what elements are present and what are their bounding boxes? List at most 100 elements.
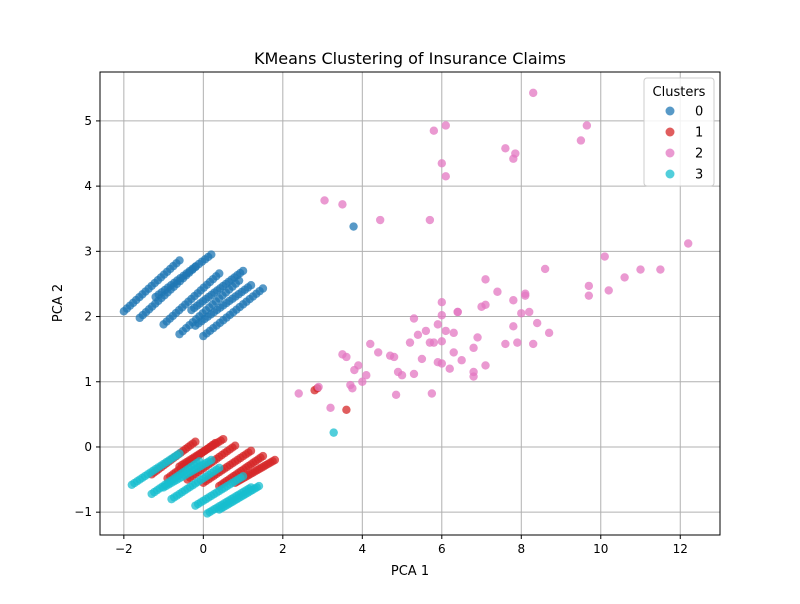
legend-marker-2 (665, 148, 675, 158)
cluster-2-point (320, 196, 329, 205)
cluster-2-point (517, 309, 526, 318)
cluster-2-point (348, 384, 357, 393)
legend: Clusters 0 1 2 3 (643, 77, 715, 187)
cluster-2-point (529, 339, 538, 349)
cluster-2-point (529, 88, 538, 98)
cluster-2-point (389, 352, 399, 362)
chart-title: KMeans Clustering of Insurance Claims (254, 49, 566, 68)
x-tick-label: 6 (438, 542, 446, 556)
legend-label-0: 0 (695, 105, 703, 120)
cluster-2-point (604, 286, 613, 295)
cluster-2-point (501, 144, 510, 153)
cluster-2-point (582, 121, 592, 130)
cluster-2-point (600, 252, 609, 261)
cluster-2-point (449, 328, 458, 338)
y-tick-label: 4 (84, 179, 92, 193)
cluster-2-point (354, 361, 363, 370)
cluster-3-point (238, 472, 248, 481)
cluster-2-point (441, 121, 450, 130)
cluster-1-point (258, 451, 268, 461)
cluster-2-point (425, 215, 435, 225)
plot-frame (99, 71, 721, 536)
cluster-0-point (238, 266, 248, 276)
legend-marker-1 (665, 127, 675, 137)
cluster-3-point (329, 428, 338, 437)
data-points (119, 88, 693, 518)
series-2 (294, 88, 693, 413)
cluster-2-point (540, 264, 550, 274)
cluster-2-point (429, 338, 439, 347)
cluster-1-point (191, 437, 200, 446)
cluster-2-point (532, 318, 542, 328)
y-tick-label: 3 (84, 244, 92, 258)
legend-label-3: 3 (695, 168, 703, 183)
cluster-2-point (429, 126, 439, 135)
cluster-2-point (375, 215, 385, 225)
cluster-2-point (684, 239, 693, 248)
y-tick-label: 1 (84, 375, 92, 389)
cluster-3-point (175, 449, 184, 458)
cluster-2-point (374, 348, 383, 357)
cluster-2-point (314, 382, 323, 392)
cluster-2-point (405, 338, 415, 347)
cluster-2-point (449, 348, 458, 357)
cluster-2-point (576, 136, 586, 145)
cluster-2-point (342, 352, 351, 362)
y-axis-label: PCA 2 (51, 284, 66, 322)
cluster-2-point (397, 371, 407, 380)
cluster-2-point (457, 356, 466, 365)
cluster-3-point (207, 455, 216, 465)
cluster-0-point (215, 269, 224, 278)
cluster-2-point (441, 326, 450, 336)
cluster-1-point (230, 441, 240, 450)
cluster-2-point (473, 333, 482, 342)
cluster-2-point (358, 377, 367, 386)
cluster-2-point (636, 265, 645, 274)
cluster-2-point (509, 296, 518, 305)
cluster-2-point (294, 389, 303, 398)
cluster-2-point (338, 200, 347, 209)
x-tick-label: 8 (517, 542, 525, 556)
legend-label-2: 2 (695, 147, 703, 162)
cluster-2-point (481, 275, 490, 284)
cluster-1-point (270, 455, 280, 465)
cluster-2-point (584, 281, 594, 291)
cluster-1-point (219, 434, 228, 444)
cluster-0-point (258, 284, 268, 293)
cluster-2-point (326, 403, 335, 413)
cluster-0-point (207, 250, 216, 259)
legend-box (643, 77, 715, 187)
cluster-0-point (246, 281, 256, 290)
cluster-0-point (349, 222, 358, 231)
cluster-2-point (413, 330, 423, 340)
x-axis-label: PCA 1 (391, 564, 429, 579)
y-tick-label: 5 (84, 114, 92, 128)
cluster-2-point (481, 300, 490, 310)
y-tick-label: −1 (74, 505, 92, 519)
y-tick-label: 0 (84, 440, 92, 454)
cluster-2-point (421, 326, 431, 336)
cluster-2-point (469, 367, 478, 377)
cluster-2-point (509, 322, 518, 331)
cluster-3-point (215, 463, 224, 473)
legend-title: Clusters (653, 85, 706, 100)
cluster-3-point (254, 481, 264, 491)
cluster-2-point (409, 369, 419, 379)
cluster-2-point (501, 339, 510, 349)
x-tick-label: 12 (673, 542, 688, 556)
cluster-2-point (481, 361, 490, 370)
legend-marker-0 (665, 106, 675, 116)
cluster-2-point (445, 364, 454, 373)
cluster-2-point (511, 149, 520, 158)
cluster-2-point (620, 273, 629, 282)
cluster-2-point (584, 291, 594, 300)
series-0 (119, 222, 358, 341)
cluster-2-point (437, 337, 446, 346)
cluster-2-point (437, 159, 446, 168)
legend-marker-3 (665, 169, 675, 179)
cluster-2-point (493, 287, 502, 296)
cluster-1-point (246, 446, 256, 456)
cluster-2-point (417, 354, 427, 364)
